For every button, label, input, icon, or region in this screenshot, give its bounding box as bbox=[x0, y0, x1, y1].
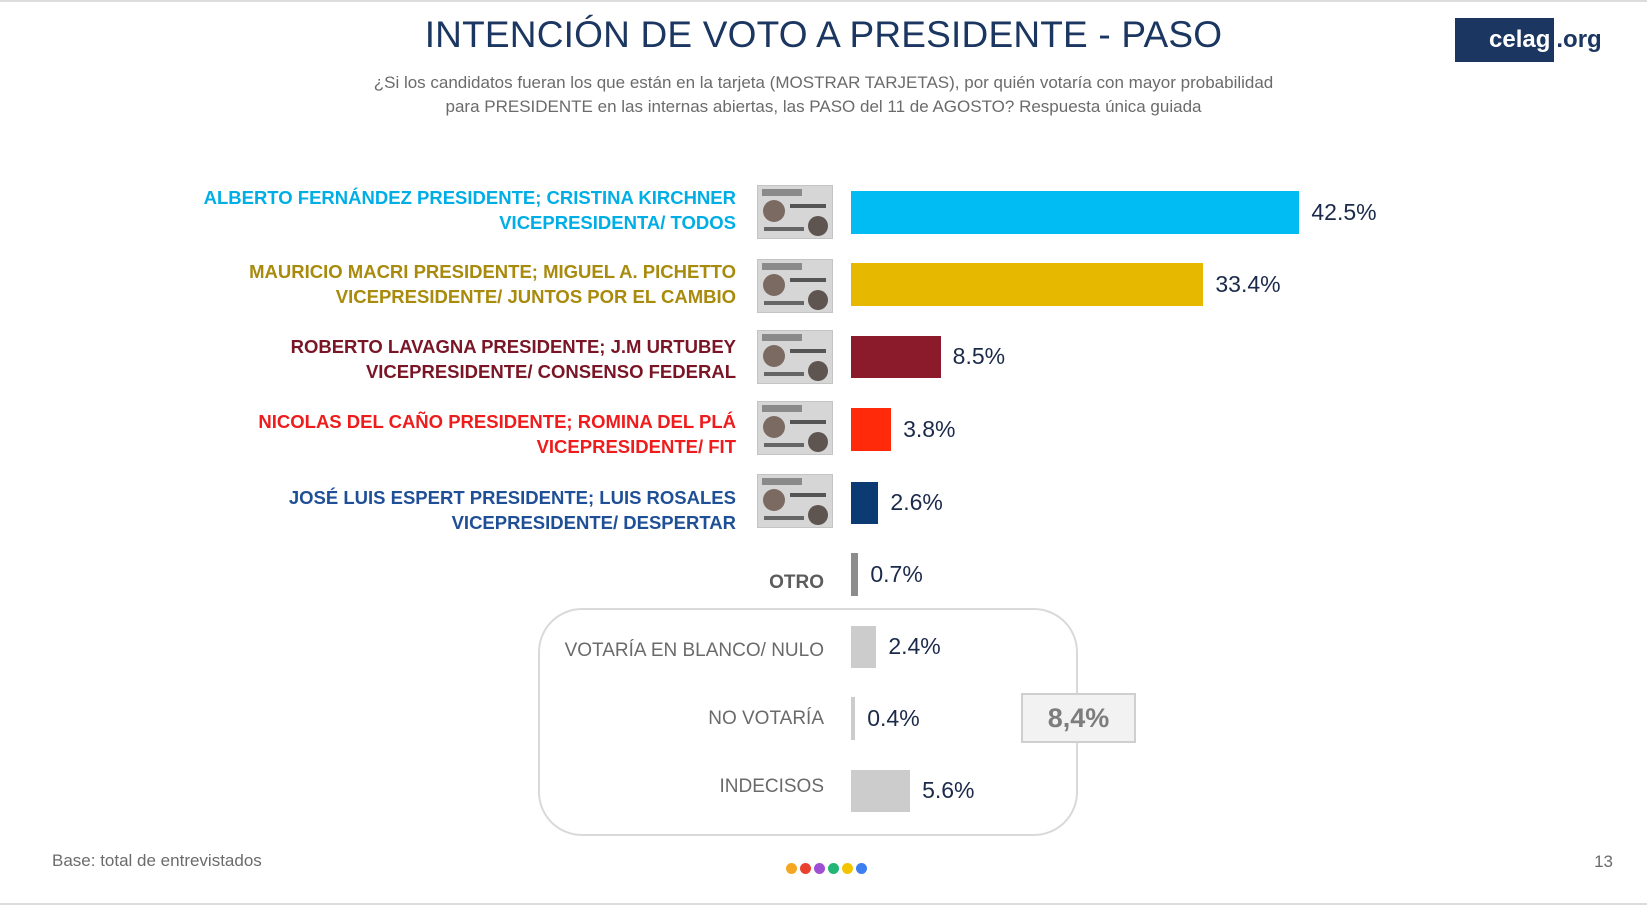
brand-dot bbox=[828, 863, 839, 874]
page-subtitle: ¿Si los candidatos fueran los que están … bbox=[300, 71, 1347, 119]
value-label-indecisos: 5.6% bbox=[922, 777, 975, 803]
ballot-card-image bbox=[757, 185, 833, 239]
brand-dot bbox=[842, 863, 853, 874]
value-label-fit: 3.8% bbox=[903, 415, 956, 442]
category-label-line1: ROBERTO LAVAGNA PRESIDENTE; J.M URTUBEY bbox=[290, 336, 736, 357]
ballot-card-image bbox=[757, 330, 833, 384]
category-label-line1: JOSÉ LUIS ESPERT PRESIDENTE; LUIS ROSALE… bbox=[288, 487, 736, 508]
bottom-border bbox=[0, 903, 1647, 905]
brand-dot bbox=[800, 863, 811, 874]
page-number: 13 bbox=[1594, 852, 1613, 871]
ballot-card-image bbox=[757, 259, 833, 313]
value-label-otro: 0.7% bbox=[870, 560, 923, 587]
category-label-line1: MAURICIO MACRI PRESIDENTE; MIGUEL A. PIC… bbox=[249, 261, 736, 282]
category-label-blanco-nulo: VOTARÍA EN BLANCO/ NULO bbox=[564, 640, 824, 661]
bar-fit bbox=[851, 408, 892, 451]
category-label-fit: NICOLAS DEL CAÑO PRESIDENTE; ROMINA DEL … bbox=[150, 409, 736, 459]
logo-tld: .org bbox=[1556, 26, 1602, 53]
category-label-line2: VICEPRESIDENTE/ JUNTOS POR EL CAMBIO bbox=[335, 286, 736, 307]
celag-logo: celag .org bbox=[1455, 18, 1615, 62]
ballot-card-image bbox=[757, 474, 833, 528]
category-label-todos: ALBERTO FERNÁNDEZ PRESIDENTE; CRISTINA K… bbox=[150, 185, 736, 235]
category-label-line2: VICEPRESIDENTA/ TODOS bbox=[499, 212, 736, 233]
base-note: Base: total de entrevistados bbox=[52, 851, 262, 870]
subtitle-line-2: para PRESIDENTE en las internas abiertas… bbox=[445, 97, 1202, 116]
value-label-juntos-por-el-cambio: 33.4% bbox=[1215, 270, 1281, 297]
brand-dot bbox=[786, 863, 797, 874]
category-label-otro: OTRO bbox=[769, 572, 824, 593]
group-total-badge: 8,4% bbox=[1021, 693, 1136, 743]
category-label-line2: VICEPRESIDENTE/ CONSENSO FEDERAL bbox=[365, 361, 736, 382]
category-label-line2: VICEPRESIDENTE/ DESPERTAR bbox=[451, 512, 736, 533]
ballot-card-image bbox=[757, 401, 833, 455]
top-border bbox=[0, 0, 1647, 2]
value-label-blanco-nulo: 2.4% bbox=[888, 633, 941, 659]
page-title: INTENCIÓN DE VOTO A PRESIDENTE - PASO bbox=[424, 14, 1223, 55]
value-label-despertar: 2.6% bbox=[890, 489, 943, 515]
brand-dots bbox=[786, 863, 867, 874]
category-label-juntos-por-el-cambio: MAURICIO MACRI PRESIDENTE; MIGUEL A. PIC… bbox=[150, 259, 736, 309]
category-label-despertar: JOSÉ LUIS ESPERT PRESIDENTE; LUIS ROSALE… bbox=[150, 485, 736, 535]
value-label-todos: 42.5% bbox=[1311, 198, 1377, 225]
bar-indecisos bbox=[851, 770, 911, 812]
category-label-no-votaria: NO VOTARÍA bbox=[708, 708, 824, 729]
bar-otro bbox=[851, 553, 859, 596]
bar-todos bbox=[851, 191, 1300, 234]
brand-dot bbox=[814, 863, 825, 874]
bar-despertar bbox=[851, 482, 879, 524]
bar-consenso-federal bbox=[851, 336, 941, 378]
subtitle-line-1: ¿Si los candidatos fueran los que están … bbox=[373, 73, 1274, 92]
category-label-consenso-federal: ROBERTO LAVAGNA PRESIDENTE; J.M URTUBEY … bbox=[150, 334, 736, 384]
category-label-line1: ALBERTO FERNÁNDEZ PRESIDENTE; CRISTINA K… bbox=[203, 187, 736, 208]
category-label-line2: VICEPRESIDENTE/ FIT bbox=[536, 436, 736, 457]
value-label-consenso-federal: 8.5% bbox=[952, 343, 1006, 369]
category-label-line1: NICOLAS DEL CAÑO PRESIDENTE; ROMINA DEL … bbox=[258, 411, 736, 432]
logo-main: celag bbox=[1455, 18, 1555, 62]
brand-dot bbox=[856, 863, 867, 874]
bar-juntos-por-el-cambio bbox=[851, 263, 1204, 306]
bar-blanco-nulo bbox=[851, 626, 877, 668]
value-label-no-votaria: 0.4% bbox=[867, 704, 920, 731]
category-label-indecisos: INDECISOS bbox=[719, 776, 824, 797]
bar-no-votaria bbox=[851, 697, 856, 740]
